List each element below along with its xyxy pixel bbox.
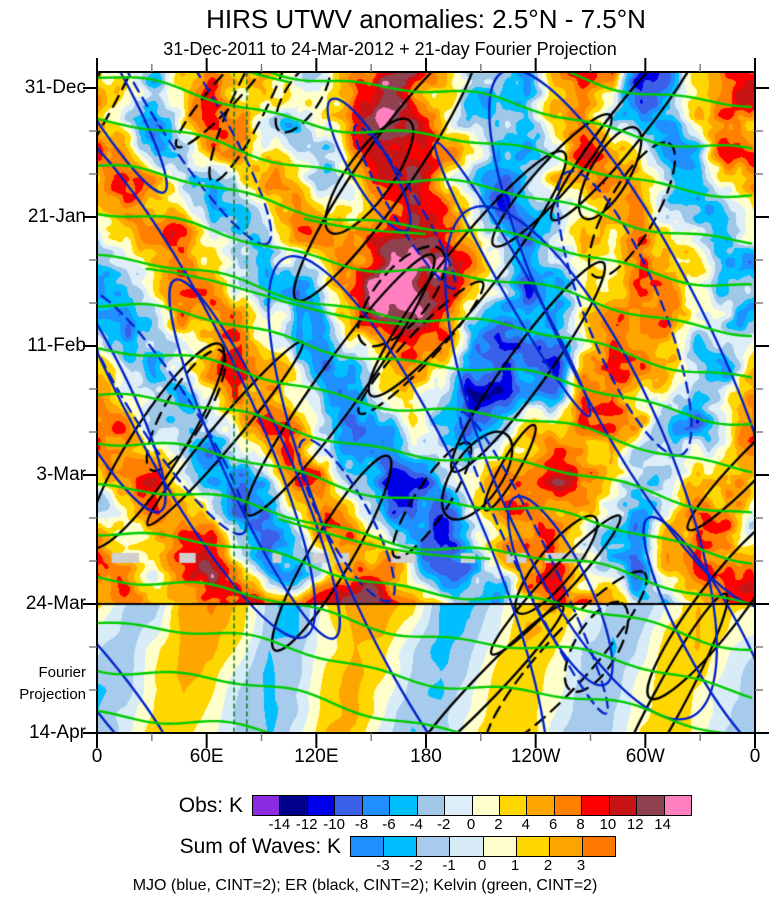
colorbar-cell bbox=[307, 796, 336, 815]
x-tick-label: 180 bbox=[410, 746, 442, 767]
colorbar-cell bbox=[384, 837, 418, 856]
colorbar-tick-label: 0 bbox=[466, 816, 476, 833]
sum-colorbar-label: Sum of Waves: K bbox=[179, 835, 341, 858]
colorbar-tick-label: 6 bbox=[548, 816, 558, 833]
obs-colorbar-label: Obs: K bbox=[178, 794, 243, 817]
colorbar-tick-label: 2 bbox=[494, 816, 503, 833]
y-tick-label: 24-Mar bbox=[25, 593, 86, 614]
colorbar-tick-label: 2 bbox=[543, 857, 553, 874]
colorbar-tick-label: -14 bbox=[268, 816, 291, 833]
colorbar-tick-label: -6 bbox=[382, 816, 396, 833]
colorbar-tick-label: 10 bbox=[599, 816, 617, 833]
colorbar-tick-label: -1 bbox=[442, 857, 456, 874]
colorbar-cell bbox=[335, 796, 363, 815]
wave-contour-caption: MJO (blue, CINT=2); ER (black, CINT=2); … bbox=[132, 877, 598, 894]
colorbar-tick-label: -12 bbox=[295, 816, 318, 833]
colorbar-tick-label: -10 bbox=[323, 816, 345, 833]
colorbar-cell bbox=[445, 796, 473, 815]
colorbar-cell bbox=[351, 837, 385, 856]
colorbar-cell bbox=[450, 837, 484, 856]
colorbar-tick-label: 1 bbox=[510, 857, 520, 874]
colorbar-cell bbox=[527, 796, 555, 815]
x-tick-label: 120W bbox=[510, 746, 561, 767]
colorbar-tick-label: -8 bbox=[354, 816, 369, 833]
colorbar-tick-label: 3 bbox=[576, 857, 586, 874]
colorbar-tick-label: -2 bbox=[436, 816, 451, 833]
figure-title: HIRS UTWV anomalies: 2.5°N - 7.5°N bbox=[206, 4, 646, 34]
y-tick-label: 21-Jan bbox=[27, 206, 86, 227]
colorbar-tick-label: -4 bbox=[409, 816, 423, 833]
x-tick-label: 60E bbox=[189, 746, 224, 767]
colorbar-tick-label: 8 bbox=[576, 816, 585, 833]
colorbar-cell bbox=[609, 796, 638, 815]
figure-subtitle: 31-Dec-2011 to 24-Mar-2012 + 21-day Four… bbox=[163, 39, 617, 59]
colorbar-tick-label: -2 bbox=[409, 857, 423, 874]
fourier-projection-label: Fourier Projection bbox=[0, 662, 86, 706]
colorbar-cell bbox=[472, 796, 500, 815]
colorbar-cell bbox=[417, 796, 446, 815]
colorbar-tick-label: 12 bbox=[626, 816, 644, 833]
y-tick-label: 3-Mar bbox=[36, 464, 86, 485]
colorbar-cell bbox=[390, 796, 418, 815]
colorbar-cell bbox=[637, 796, 665, 815]
colorbar-cell bbox=[582, 796, 610, 815]
y-tick-label: 31-Dec bbox=[24, 77, 86, 98]
colorbar-cell bbox=[362, 796, 391, 815]
obs-colorbar bbox=[252, 795, 692, 816]
colorbar-cell bbox=[554, 796, 583, 815]
hovmoller-heatmap bbox=[97, 72, 755, 733]
x-tick-label: 120E bbox=[294, 746, 339, 767]
colorbar-tick-label: 4 bbox=[521, 816, 530, 833]
colorbar-tick-label: -3 bbox=[376, 857, 390, 874]
fourier-projection-line1: Fourier bbox=[38, 664, 86, 681]
y-tick-label: 14-Apr bbox=[28, 722, 86, 743]
colorbar-tick-label: 0 bbox=[477, 857, 487, 874]
colorbar-tick-label: 14 bbox=[654, 816, 671, 833]
x-tick-label: 0 bbox=[749, 746, 761, 767]
colorbar-cell bbox=[483, 837, 517, 856]
colorbar-cell bbox=[499, 796, 528, 815]
colorbar-cell bbox=[549, 837, 583, 856]
y-tick-label: 11-Feb bbox=[27, 335, 86, 356]
fourier-projection-line2: Projection bbox=[19, 686, 86, 703]
colorbar-cell bbox=[664, 796, 691, 815]
colorbar-cell bbox=[280, 796, 308, 815]
sum-colorbar bbox=[350, 836, 616, 857]
colorbar-cell bbox=[582, 837, 615, 856]
colorbar-cell bbox=[253, 796, 281, 815]
colorbar-cell bbox=[417, 837, 451, 856]
colorbar-cell bbox=[516, 837, 550, 856]
x-tick-label: 60W bbox=[625, 746, 665, 767]
x-tick-label: 0 bbox=[91, 746, 103, 767]
